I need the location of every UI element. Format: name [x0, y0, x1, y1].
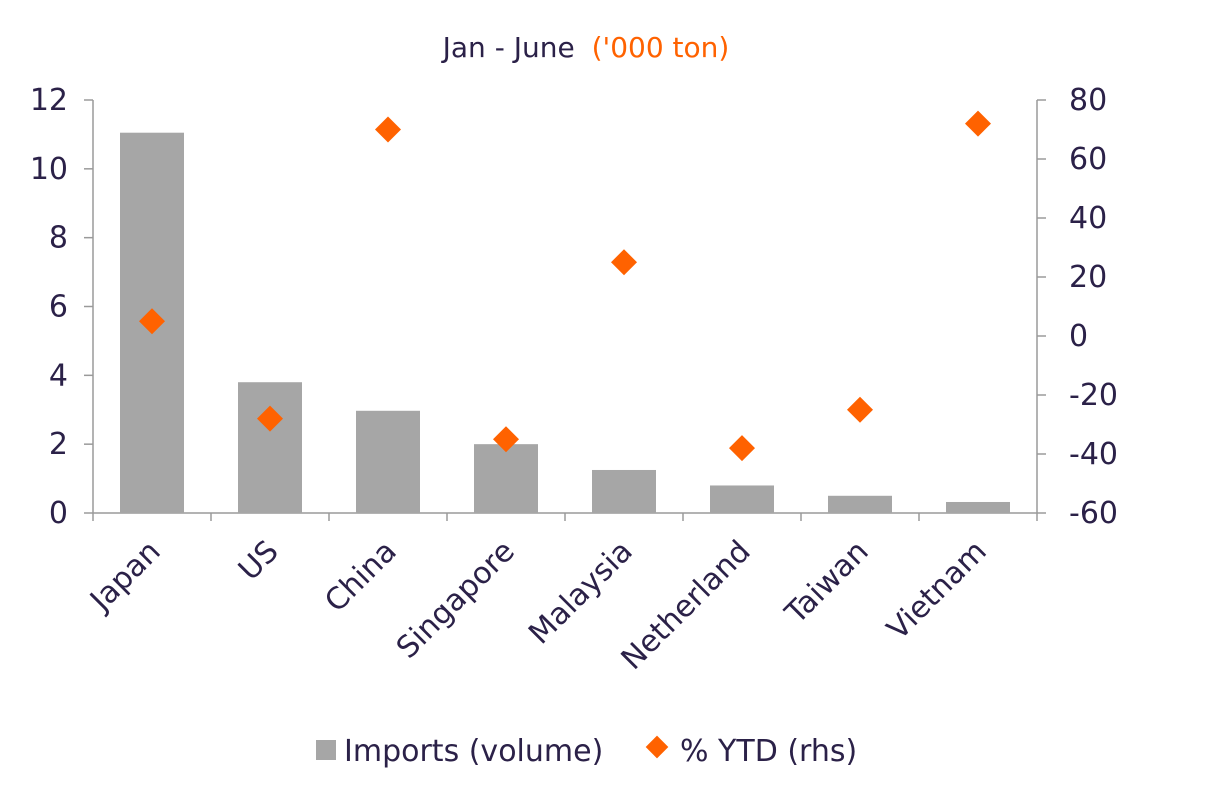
point-vietnam	[965, 110, 991, 137]
x-tick-label: Singapore	[390, 534, 522, 666]
axes: 0 2 4 6 8 10 12 -60 -40 -20 0 20 40 60 80 Japan US ChinaS…	[30, 83, 1118, 677]
bar-taiwan	[828, 495, 892, 513]
chart-title: Jan - June ('000 ton)	[441, 31, 730, 64]
legend-swatch-imports	[316, 740, 336, 760]
x-tick-label: US	[232, 534, 286, 588]
bar-malaysia	[592, 469, 656, 513]
point-singapore	[493, 426, 519, 453]
legend: Imports (volume) % YTD (rhs)	[316, 734, 857, 769]
point-netherland	[729, 435, 755, 462]
point-china	[375, 116, 401, 143]
y-left-tick-label: 6	[49, 290, 68, 325]
chart-title-unit: ('000 ton)	[592, 31, 730, 64]
x-tick-label: Malaysia	[522, 534, 639, 651]
y-left-tick-label: 8	[49, 221, 68, 256]
y-right-tick-label: 20	[1069, 260, 1107, 295]
y-right-tick-label: 0	[1069, 319, 1088, 354]
y-right-tick-label: 40	[1069, 201, 1107, 236]
y-left-tick-label: 12	[30, 83, 68, 118]
x-tick-label: Japan	[82, 534, 167, 619]
bar-netherland	[710, 485, 774, 513]
y-left-tick-label: 10	[30, 152, 68, 187]
x-tick-label: Taiwan	[778, 534, 876, 632]
bar-us	[238, 382, 302, 513]
point-taiwan	[847, 396, 873, 423]
point-us	[257, 405, 283, 432]
y-right-tick-label: -40	[1069, 437, 1118, 472]
scatter-series	[139, 110, 991, 462]
chart-title-main: Jan - June	[441, 31, 575, 64]
bar-series	[120, 132, 1010, 513]
y-left-tick-label: 4	[49, 358, 68, 393]
point-malaysia	[611, 249, 637, 276]
y-right-tick-label: 60	[1069, 142, 1107, 177]
bar-china	[356, 410, 420, 513]
y-right-tick-label: -20	[1069, 378, 1118, 413]
x-tick-label: Vietnam	[880, 534, 993, 647]
y-right-tick-label: 80	[1069, 83, 1107, 118]
point-japan	[139, 308, 165, 335]
x-tick-label: China	[318, 534, 403, 619]
bar-singapore	[474, 444, 538, 513]
y-right-tick-label: -60	[1069, 496, 1118, 531]
legend-label-imports: Imports (volume)	[344, 734, 603, 769]
bar-vietnam	[946, 501, 1010, 513]
legend-swatch-ytd	[645, 735, 669, 759]
legend-label-ytd: % YTD (rhs)	[680, 734, 857, 769]
y-left-tick-label: 2	[49, 427, 68, 462]
y-left-tick-label: 0	[49, 496, 68, 531]
